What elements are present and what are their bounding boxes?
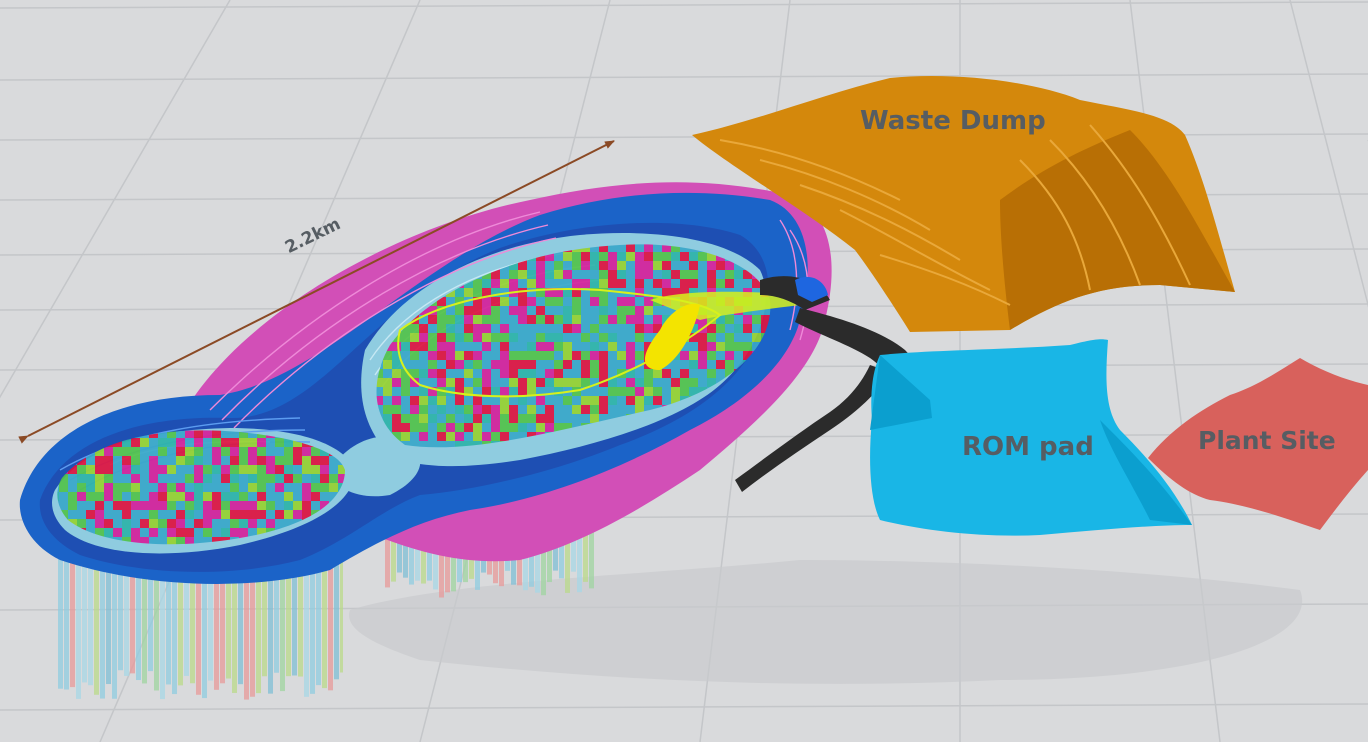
rom-pad-label: ROM pad [962, 432, 1094, 462]
distance-arrow [18, 140, 615, 444]
plant-site-label: Plant Site [1198, 426, 1336, 455]
waste-dump [692, 76, 1235, 332]
haul-road [735, 276, 933, 492]
waste-dump-label: Waste Dump [860, 106, 1046, 136]
block-model-columns-west [58, 510, 343, 700]
pit-shadow [349, 560, 1303, 684]
rom-pad [870, 339, 1192, 536]
plant-site [1148, 358, 1368, 530]
